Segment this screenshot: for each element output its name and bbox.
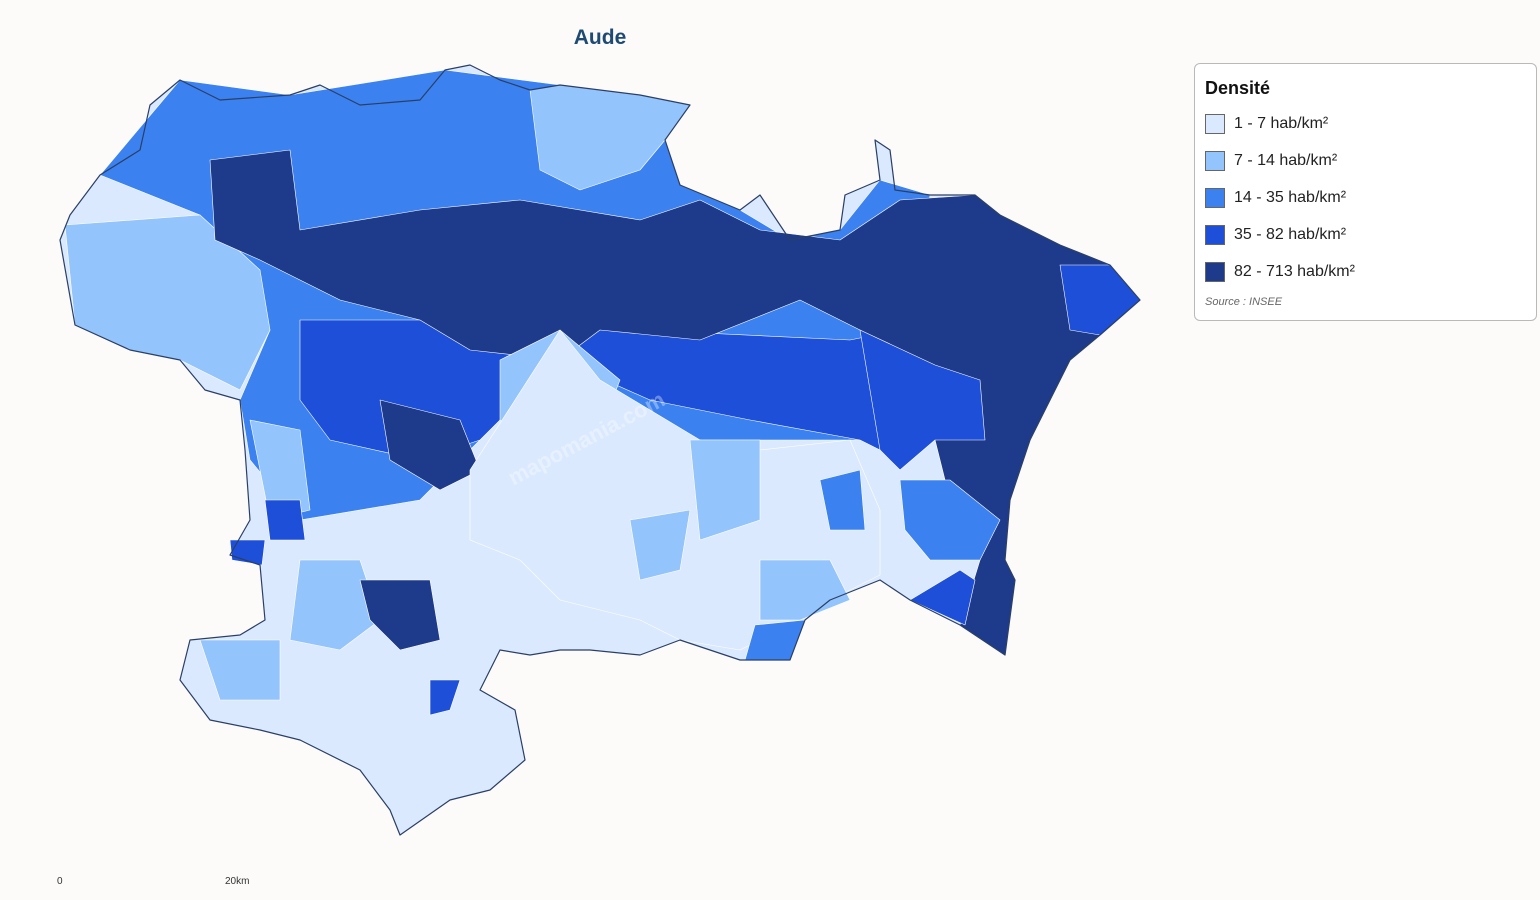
legend-swatch — [1205, 224, 1225, 245]
commune-area — [909, 569, 976, 626]
commune-area — [379, 399, 481, 491]
scale-start: 0 — [57, 876, 63, 887]
commune-area — [629, 509, 691, 581]
commune-area — [689, 439, 761, 541]
legend-item: 82 - 713 hab/km² — [1205, 253, 1526, 290]
legend-label: 1 - 7 hab/km² — [1234, 114, 1329, 132]
department-outline — [59, 64, 1141, 836]
legend-swatch — [1205, 187, 1225, 208]
communes — [59, 64, 1141, 836]
legend: Densité 1 - 7 hab/km² 7 - 14 hab/km² 14 - … — [1194, 63, 1537, 321]
commune-area — [264, 499, 306, 541]
legend-label: 14 - 35 hab/km² — [1234, 188, 1347, 206]
legend-items: 1 - 7 hab/km² 7 - 14 hab/km² 14 - 35 hab/k… — [1205, 105, 1526, 290]
commune-area — [1059, 264, 1141, 336]
legend-item: 7 - 14 hab/km² — [1205, 142, 1526, 179]
commune-area — [249, 419, 311, 521]
commune-area — [429, 679, 461, 716]
legend-label: 35 - 82 hab/km² — [1234, 225, 1347, 243]
legend-title: Densité — [1205, 78, 1271, 98]
commune-area — [899, 479, 1001, 561]
commune-area — [819, 469, 866, 531]
commune-area — [289, 559, 381, 651]
legend-label: 7 - 14 hab/km² — [1234, 151, 1338, 169]
scale-end: 20km — [225, 876, 250, 887]
legend-item: 14 - 35 hab/km² — [1205, 179, 1526, 216]
commune-area — [199, 639, 281, 701]
legend-label: 82 - 713 hab/km² — [1234, 262, 1355, 280]
commune-area — [859, 329, 986, 471]
map-title: Aude — [573, 26, 627, 49]
legend-swatch — [1205, 150, 1225, 171]
commune-area — [359, 579, 441, 651]
legend-swatch — [1205, 261, 1225, 282]
commune-area — [759, 559, 851, 621]
source: Source : INSEE — [1205, 296, 1283, 308]
legend-item: 1 - 7 hab/km² — [1205, 105, 1526, 142]
legend-item: 35 - 82 hab/km² — [1205, 216, 1526, 253]
legend-swatch — [1205, 113, 1225, 134]
